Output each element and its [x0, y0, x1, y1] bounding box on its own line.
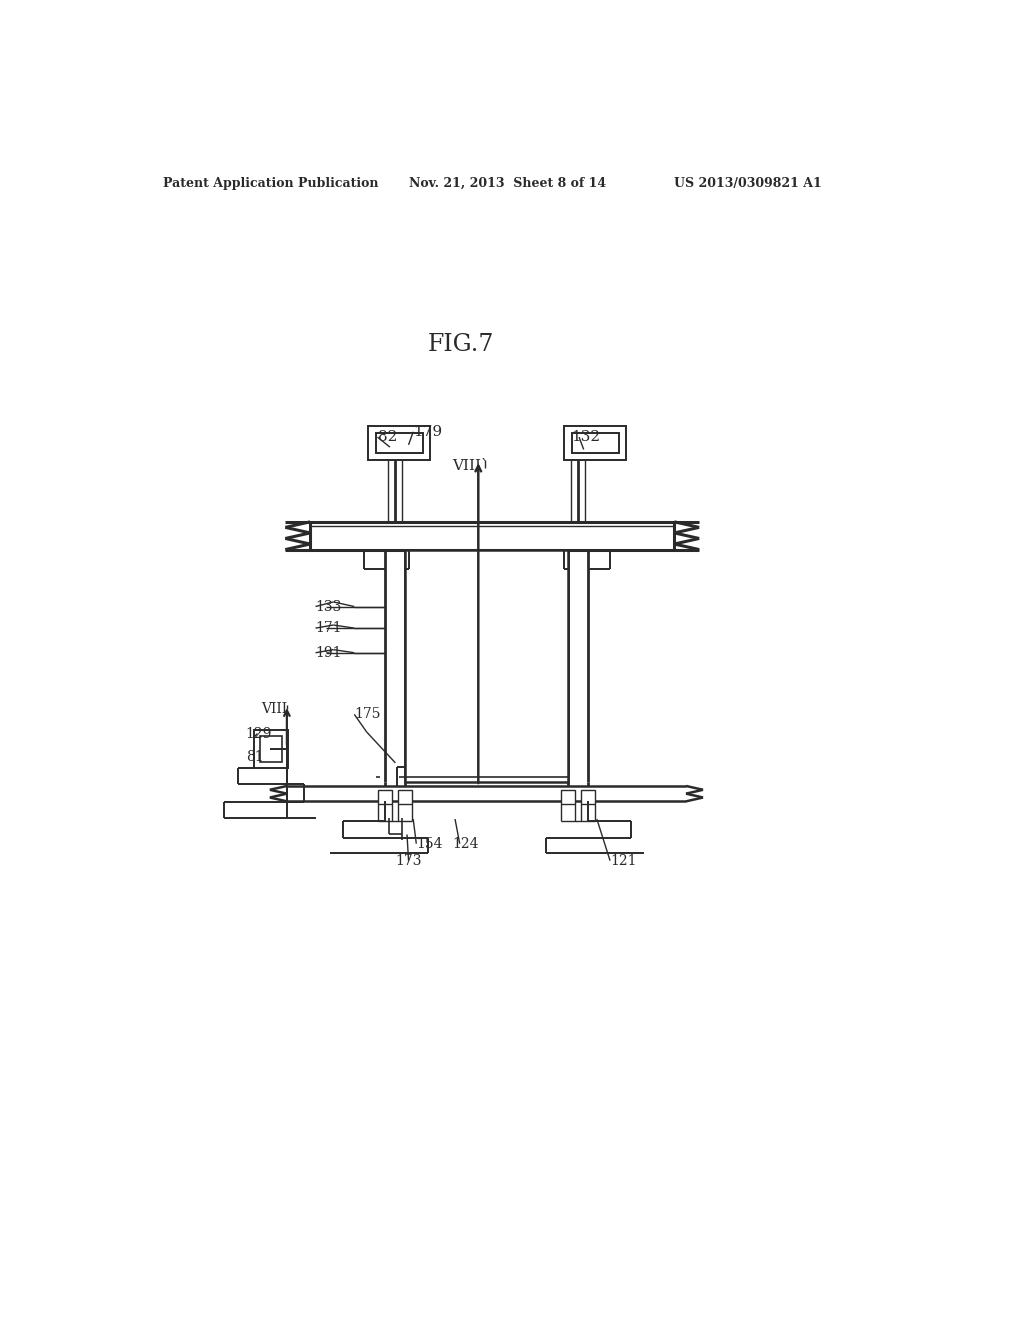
Bar — [378, 789, 392, 804]
Bar — [581, 789, 595, 804]
Text: US 2013/0309821 A1: US 2013/0309821 A1 — [675, 177, 822, 190]
Bar — [310, 521, 675, 549]
Text: FIG.7: FIG.7 — [428, 333, 495, 356]
Text: 191: 191 — [315, 645, 342, 660]
Bar — [376, 433, 423, 453]
Bar — [254, 730, 289, 768]
Text: 171: 171 — [315, 622, 342, 635]
Text: 154: 154 — [417, 837, 442, 850]
Text: 179: 179 — [414, 425, 442, 438]
Text: Patent Application Publication: Patent Application Publication — [163, 177, 379, 190]
Text: VIII`: VIII` — [453, 459, 488, 474]
Text: 173: 173 — [395, 854, 422, 867]
Text: 129: 129 — [246, 727, 272, 742]
Text: 133: 133 — [315, 599, 342, 614]
Text: 81: 81 — [246, 751, 263, 764]
Bar — [564, 426, 627, 461]
Bar — [260, 737, 283, 762]
Text: 82: 82 — [378, 430, 397, 444]
Text: 121: 121 — [610, 854, 637, 867]
Text: 175: 175 — [354, 708, 381, 721]
Bar — [561, 789, 575, 804]
Bar — [406, 549, 568, 781]
Text: VIII: VIII — [261, 702, 288, 715]
Bar — [397, 789, 412, 804]
Text: 124: 124 — [452, 837, 478, 850]
Bar — [369, 426, 430, 461]
Text: 132: 132 — [571, 430, 600, 444]
Text: Nov. 21, 2013  Sheet 8 of 14: Nov. 21, 2013 Sheet 8 of 14 — [409, 177, 605, 190]
Bar — [572, 433, 618, 453]
